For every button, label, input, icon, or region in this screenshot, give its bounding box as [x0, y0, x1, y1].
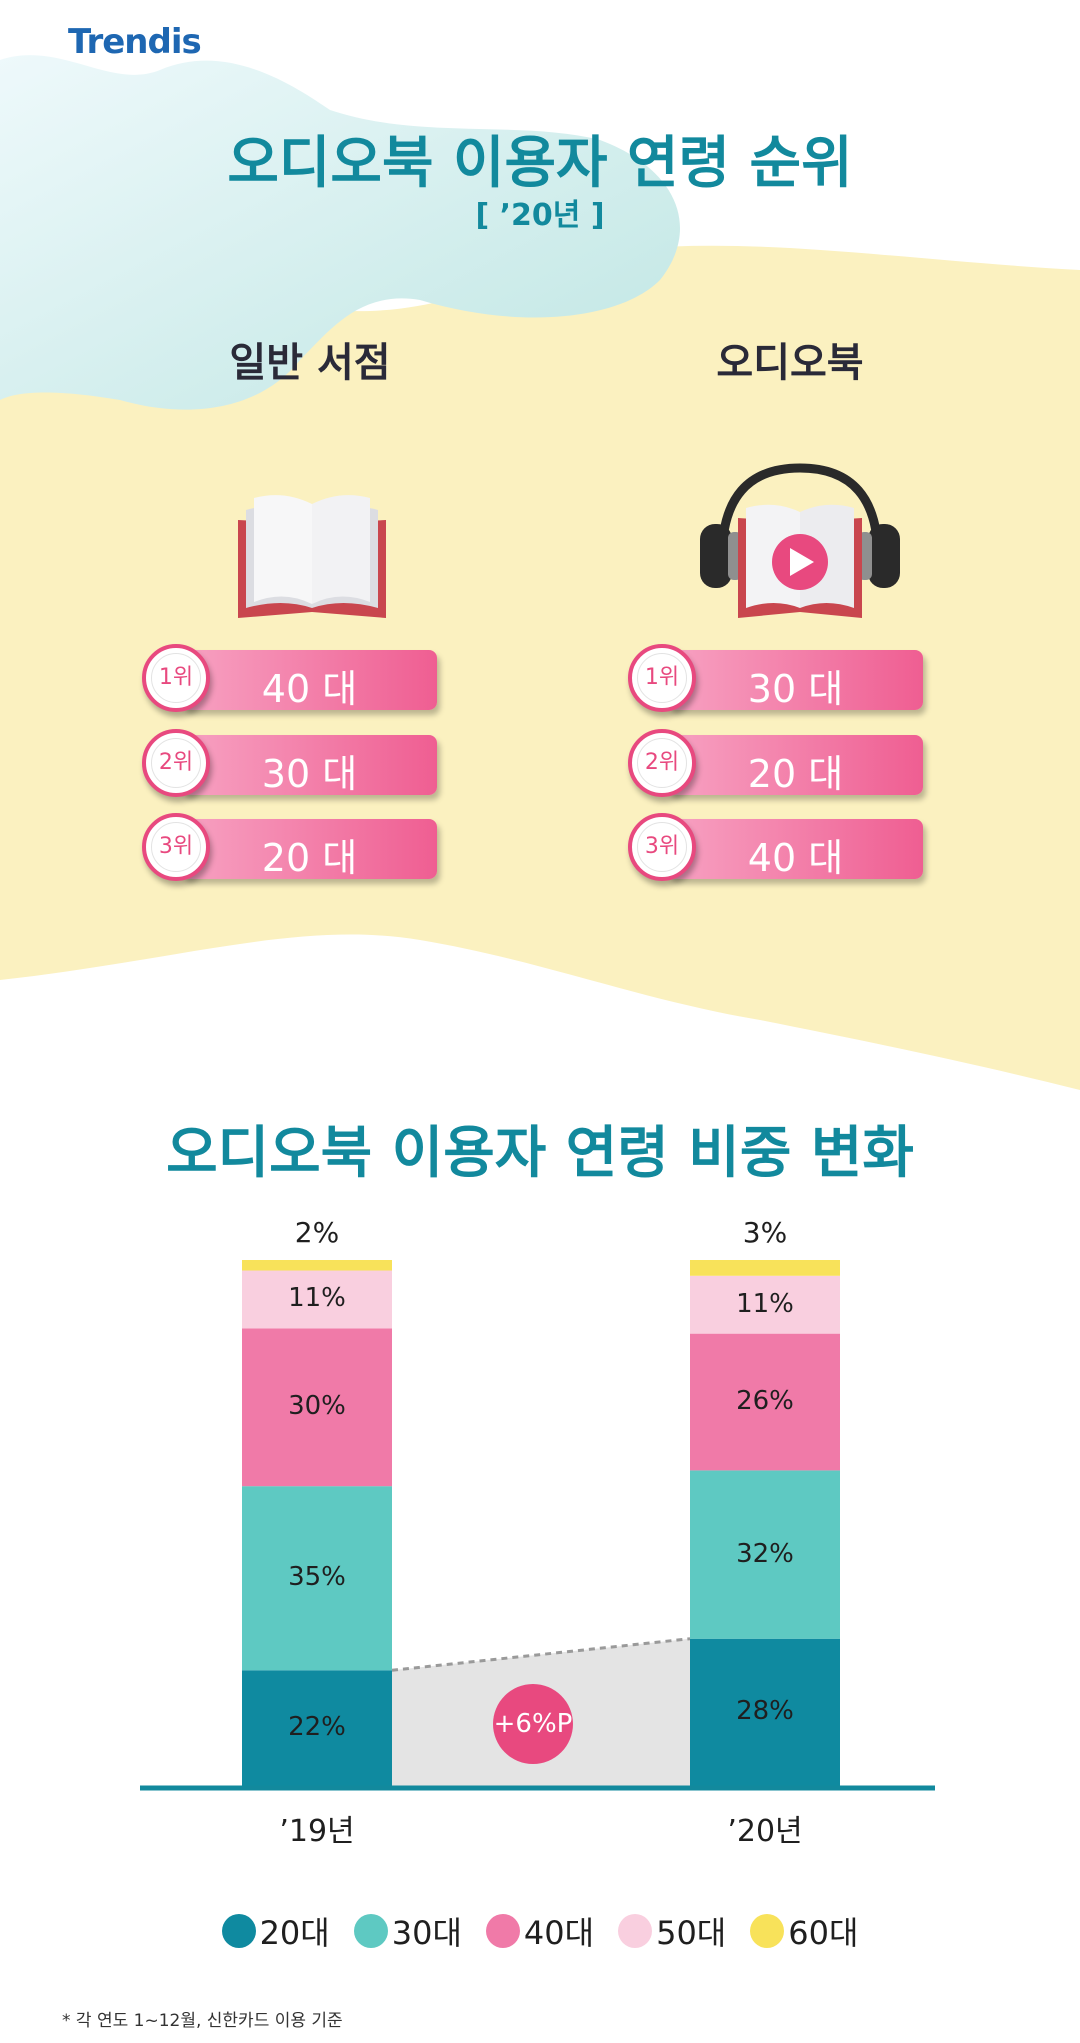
rank-value: 40 대	[261, 667, 358, 711]
data-label: 11%	[288, 1283, 346, 1314]
rank-badge: 2위	[628, 729, 696, 797]
rank-label: 3위	[637, 822, 687, 872]
x-tick-label: ’19년	[279, 1814, 355, 1849]
chart-title: 오디오북 이용자 연령 비중 변화	[166, 1121, 914, 1186]
rank-badge: 1위	[142, 644, 210, 712]
rank-badge: 1위	[628, 644, 696, 712]
bar-segment	[242, 1260, 392, 1271]
data-label: 3%	[742, 1216, 788, 1249]
data-label: 22%	[288, 1712, 346, 1743]
data-label: 32%	[736, 1538, 794, 1569]
rank-value: 40 대	[747, 836, 844, 880]
audiobook-rank-1: 30 대 1위	[628, 644, 928, 712]
bar-segment	[690, 1638, 840, 1786]
audiobook-rank-2: 20 대 2위	[628, 729, 928, 797]
rank-bar	[668, 650, 923, 710]
data-label: 30%	[288, 1391, 346, 1422]
footnote: * 각 연도 1~12월, 신한카드 이용 기준	[62, 2011, 343, 2031]
rank-value: 20 대	[261, 836, 358, 880]
legend-swatch	[221, 1914, 256, 1948]
audiobook-headphones-icon	[700, 463, 900, 618]
legend-item: 30대	[353, 1908, 462, 1954]
rank-badge: 3위	[142, 813, 210, 881]
rank-label: 2위	[151, 738, 201, 788]
bar-segment	[242, 1670, 392, 1786]
rank-bar	[668, 735, 923, 795]
rank-bar	[182, 650, 437, 710]
rank-label: 3위	[151, 822, 201, 872]
rank-bar	[182, 819, 437, 879]
legend-swatch	[618, 1914, 653, 1948]
rank-value: 30 대	[261, 752, 358, 796]
bar-segment	[690, 1260, 840, 1276]
legend-label: 40대	[523, 1914, 595, 1952]
data-label: 2%	[294, 1216, 340, 1249]
legend-swatch	[750, 1914, 785, 1948]
brand-logo: Trendis	[68, 22, 202, 62]
legend: 20대 30대 40대 50대 60대	[0, 1908, 1080, 1954]
rank-badge: 2위	[142, 729, 210, 797]
legend-label: 60대	[788, 1914, 859, 1952]
rank-label: 1위	[637, 653, 687, 703]
rank-value: 20 대	[747, 752, 844, 796]
rank-badge: 3위	[628, 813, 696, 881]
x-tick-label: ’20년	[727, 1814, 803, 1849]
audiobook-title: 오디오북	[716, 340, 864, 386]
bar-segment	[242, 1486, 392, 1671]
rank-bar	[668, 819, 923, 879]
rank-label: 1위	[151, 653, 201, 703]
bookstore-title: 일반 서점	[229, 340, 391, 386]
bookstore-rank-1: 40 대 1위	[142, 644, 442, 712]
legend-label: 20대	[259, 1914, 330, 1952]
data-label: 35%	[288, 1562, 346, 1593]
page-subtitle: [ ’20년 ]	[475, 198, 605, 233]
rank-label: 2위	[637, 738, 687, 788]
legend-swatch	[485, 1914, 520, 1948]
bar-segment	[690, 1275, 840, 1334]
bar-segment	[690, 1470, 840, 1639]
legend-item: 50대	[618, 1908, 726, 1954]
bookstore-rank-2: 30 대 2위	[142, 729, 442, 797]
stacked-bar-chart	[140, 1260, 935, 1791]
rank-bar	[182, 735, 437, 795]
bar-segment	[242, 1328, 392, 1487]
legend-swatch	[353, 1914, 388, 1948]
audiobook-rank-3: 40 대 3위	[628, 813, 928, 881]
book-icon	[238, 495, 386, 618]
rank-value: 30 대	[747, 667, 844, 711]
change-dashed-line	[391, 1637, 691, 1672]
bar-segment	[242, 1270, 392, 1329]
data-label: 11%	[736, 1288, 794, 1319]
change-badge: +6%P	[493, 1684, 573, 1764]
legend-item: 20대	[221, 1908, 330, 1954]
bar-segment	[690, 1333, 840, 1471]
legend-item: 60대	[750, 1908, 858, 1954]
page-title: 오디오북 이용자 연령 순위	[227, 131, 853, 196]
data-label: 28%	[736, 1696, 794, 1727]
legend-item: 40대	[485, 1908, 595, 1954]
legend-label: 50대	[656, 1914, 727, 1952]
bookstore-rank-3: 20 대 3위	[142, 813, 442, 881]
legend-label: 30대	[391, 1914, 462, 1952]
data-label: 26%	[736, 1386, 794, 1417]
